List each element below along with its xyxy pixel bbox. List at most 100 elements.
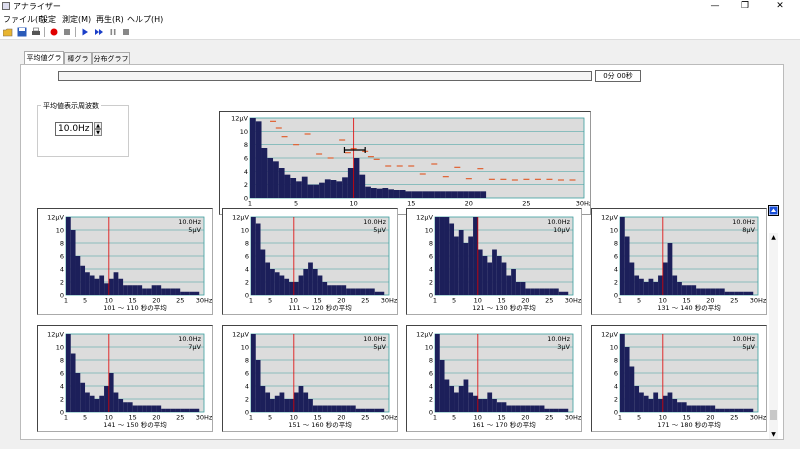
data-bar <box>331 285 337 295</box>
data-bar <box>393 190 400 198</box>
data-bar <box>274 272 280 295</box>
data-bar <box>643 395 649 412</box>
y-tick-label: 8 <box>429 240 433 248</box>
x-tick-label: 15 <box>313 297 321 305</box>
data-bar <box>308 399 313 412</box>
tab-average-graph[interactable]: 平均値グラフ <box>24 51 64 74</box>
data-bar <box>369 408 375 412</box>
playback-progress-bar[interactable] <box>58 71 592 81</box>
scrollbar-up-arrow[interactable]: ▲ <box>771 234 776 241</box>
close-button[interactable]: ✕ <box>776 1 784 11</box>
menu-playback[interactable]: 再生(R) <box>96 15 124 24</box>
frequency-up-button[interactable]: ▲ <box>94 122 102 129</box>
data-bar <box>255 360 261 412</box>
data-bar <box>89 275 95 295</box>
data-bar <box>142 288 147 295</box>
data-bar <box>434 191 441 198</box>
frequency-label: 10.0Hz <box>363 335 386 343</box>
data-bar <box>194 408 200 412</box>
data-bar <box>724 408 730 412</box>
data-bar <box>691 285 697 295</box>
print-icon[interactable] <box>31 27 41 37</box>
x-tick-label: 10 <box>290 297 298 305</box>
data-bar <box>355 408 361 412</box>
data-bar <box>511 405 516 412</box>
minimize-button[interactable]: — <box>710 1 720 11</box>
data-bar <box>331 405 337 412</box>
tab-bar-graph[interactable]: 棒グラフ <box>64 52 92 75</box>
segment-chart-7: 12μV 10 8 6 4 2 0 1 5 10 15 20 25 30Hz 10.0Hz 3μV 161 ～ … <box>406 325 582 432</box>
scrollbar-down-arrow[interactable]: ▼ <box>771 431 776 438</box>
menu-measure[interactable]: 測定(M) <box>62 15 92 24</box>
data-bar <box>624 347 630 412</box>
data-bar <box>261 148 268 198</box>
y-tick-label: 0 <box>614 292 618 300</box>
data-bar <box>99 275 105 295</box>
data-bar <box>549 288 554 295</box>
data-bar <box>317 275 323 295</box>
scroll-up-button[interactable] <box>768 205 779 216</box>
data-bar <box>108 373 114 412</box>
stop-icon[interactable] <box>62 27 72 37</box>
data-bar <box>165 288 171 295</box>
save-icon[interactable] <box>17 27 27 37</box>
data-bar <box>696 288 701 295</box>
play-icon[interactable] <box>80 27 90 37</box>
data-bar <box>327 405 332 412</box>
data-bar <box>108 278 114 295</box>
y-tick-label: 10 <box>425 344 433 352</box>
x-tick-label: 1 <box>249 414 253 422</box>
y-tick-label: 10 <box>241 227 249 235</box>
y-tick-label: 2 <box>60 279 64 287</box>
maximize-button[interactable]: ❐ <box>740 1 750 11</box>
data-bar <box>729 291 735 295</box>
fast-forward-icon[interactable] <box>94 27 104 37</box>
y-tick-label: 2 <box>429 396 433 404</box>
data-bar <box>341 405 347 412</box>
data-bar <box>324 179 331 198</box>
data-bar <box>454 392 459 412</box>
data-bar <box>496 402 502 412</box>
frequency-label: 10.0Hz <box>547 218 570 226</box>
menu-settings[interactable]: 設定 <box>40 15 56 24</box>
scrollbar-thumb[interactable] <box>770 410 777 420</box>
y-tick-label: 4 <box>245 266 249 274</box>
pause-icon[interactable] <box>108 27 118 37</box>
frequency-input[interactable]: 10.0Hz <box>55 122 93 136</box>
x-tick-label: 20 <box>465 200 473 208</box>
frequency-down-button[interactable]: ▼ <box>94 129 102 136</box>
data-bar <box>251 334 256 412</box>
stop-square-icon[interactable] <box>121 27 131 37</box>
data-bar <box>691 405 697 412</box>
tab-distribution-graph[interactable]: 分布グラフ <box>92 52 130 64</box>
y-tick-label: 2 <box>245 279 249 287</box>
open-folder-icon[interactable] <box>3 27 13 37</box>
x-tick-label: 20 <box>152 414 160 422</box>
segment-caption: 161 ～ 170 秒の平均 <box>472 420 536 429</box>
menu-file[interactable]: ファイル(F) <box>3 15 46 24</box>
data-bar <box>132 405 138 412</box>
y-tick-label: 2 <box>244 181 248 189</box>
segment-chart-3: 12μV 10 8 6 4 2 0 1 5 10 15 20 25 30Hz 10.0Hz 10μV 121 ～… <box>406 208 582 315</box>
data-bar <box>189 408 195 412</box>
data-bar <box>151 405 157 412</box>
menu-help[interactable]: ヘルプ(H) <box>127 15 164 24</box>
data-bar <box>104 283 109 295</box>
data-bar <box>719 288 725 295</box>
y-tick-label: 12μV <box>47 331 64 339</box>
data-bar <box>473 217 478 295</box>
data-bar <box>156 285 162 295</box>
amplitude-label: 5μV <box>188 226 201 234</box>
data-bar <box>511 269 516 295</box>
data-bar <box>677 402 682 412</box>
vertical-scrollbar[interactable]: ▲ ▼ <box>769 233 778 439</box>
amplitude-label: 5μV <box>373 226 386 234</box>
data-bar <box>360 408 366 412</box>
data-bar <box>743 291 749 295</box>
data-bar <box>346 405 351 412</box>
x-tick-label: 1 <box>64 297 68 305</box>
segment-chart-1: 12μV 10 8 6 4 2 0 1 5 10 15 20 25 30Hz 10.0Hz 5μV 101 ～ … <box>37 208 213 315</box>
record-icon[interactable] <box>49 27 59 37</box>
